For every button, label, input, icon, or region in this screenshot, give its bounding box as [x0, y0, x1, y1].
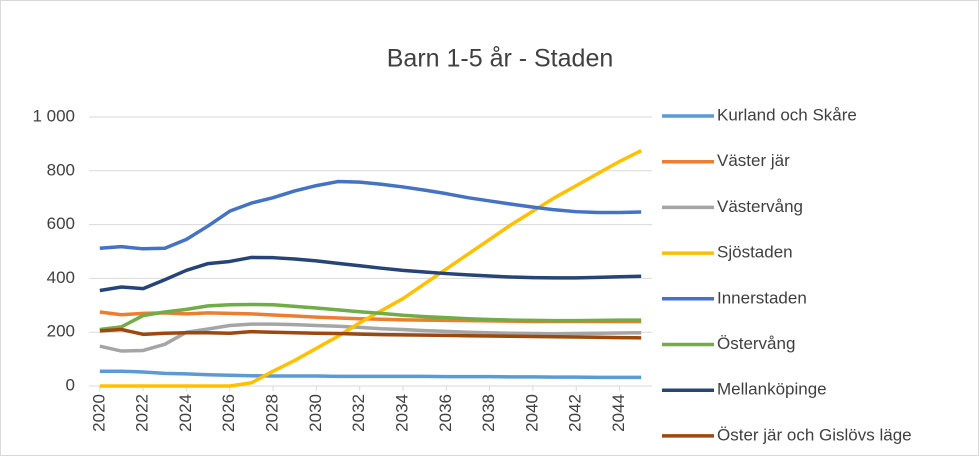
legend-label: Innerstaden — [717, 288, 807, 307]
x-tick-label: 2042 — [566, 394, 585, 432]
legend-label: Väster jär — [717, 151, 790, 170]
y-tick-label: 0 — [66, 375, 75, 394]
chart-title: Barn 1-5 år - Staden — [387, 45, 614, 73]
x-tick-label: 2020 — [89, 394, 108, 432]
x-tick-label: 2028 — [263, 394, 282, 432]
y-tick-label: 400 — [47, 268, 75, 287]
y-tick-label: 200 — [47, 322, 75, 341]
series-line — [99, 302, 642, 332]
series-line — [99, 369, 642, 380]
legend-label: Sjöstaden — [717, 243, 793, 262]
x-tick-label: 2022 — [133, 394, 152, 432]
x-tick-label: 2038 — [479, 394, 498, 432]
series-line — [99, 149, 642, 388]
x-tick-label: 2040 — [522, 394, 541, 432]
y-tick-label: 600 — [47, 214, 75, 233]
x-tick-label: 2024 — [176, 394, 195, 432]
legend-label: Kurland och Skåre — [717, 105, 857, 124]
series-line — [99, 327, 642, 340]
y-tick-label: 1 000 — [32, 106, 75, 125]
x-tick-label: 2034 — [392, 394, 411, 432]
series-line — [99, 255, 642, 293]
legend-label: Västervång — [717, 197, 803, 216]
x-tick-label: 2030 — [306, 394, 325, 432]
y-tick-label: 800 — [47, 160, 75, 179]
legend-label: Östervång — [717, 334, 795, 353]
legend-label: Öster jär och Gislövs läge — [717, 425, 912, 444]
series-line — [99, 179, 642, 251]
x-tick-label: 2026 — [219, 394, 238, 432]
x-tick-label: 2044 — [609, 394, 628, 432]
x-tick-label: 2036 — [436, 394, 455, 432]
x-tick-label: 2032 — [349, 394, 368, 432]
legend-label: Mellanköpinge — [717, 380, 827, 399]
